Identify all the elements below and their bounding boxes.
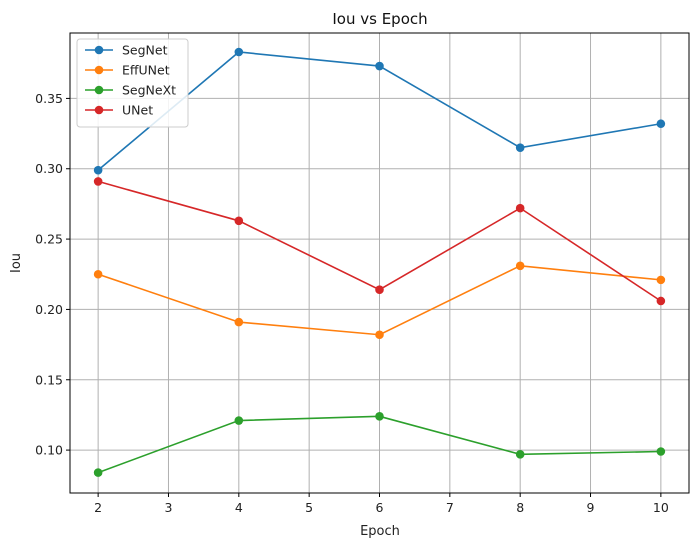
series-lines (93, 47, 666, 477)
x-axis-title: Epoch (360, 524, 400, 539)
legend-label-segnet: SegNet (122, 43, 168, 58)
y-tick-label: 0.20 (35, 302, 63, 317)
legend-label-effunet: EffUNet (122, 63, 170, 78)
data-point-unet (375, 285, 384, 295)
y-tick-label: 0.10 (35, 443, 63, 458)
legend-marker-segnext (94, 85, 104, 95)
x-tick-label: 4 (235, 500, 243, 515)
data-point-segnext (375, 412, 384, 421)
data-point-segnext (234, 416, 244, 425)
x-tick-label: 8 (516, 500, 524, 515)
legend-label-unet: UNet (122, 103, 153, 118)
legend: SegNet EffUNet SegNeXt UNet (76, 38, 189, 128)
x-tick-label: 3 (165, 500, 173, 515)
data-point-segnet (656, 119, 666, 129)
y-tick-label: 0.25 (35, 232, 63, 247)
data-point-unet (234, 216, 244, 226)
data-point-segnet (375, 61, 384, 71)
data-point-segnext (656, 447, 666, 456)
data-point-effunet (234, 317, 244, 327)
y-tick-label: 0.15 (35, 372, 63, 387)
data-point-unet (515, 203, 525, 213)
data-point-effunet (515, 261, 525, 271)
data-point-unet (656, 296, 666, 306)
data-point-segnet (234, 47, 244, 57)
legend-marker-effunet (94, 65, 104, 75)
axis-ticks: 2 3 4 5 6 7 8 9 10 0.10 0.15 0.20 0.25 0.30 0.35 (35, 91, 669, 515)
data-point-effunet (375, 330, 384, 340)
chart-title: Iou vs Epoch (332, 10, 427, 28)
x-tick-label: 2 (94, 500, 102, 515)
data-point-unet (93, 177, 103, 186)
x-tick-label: 5 (305, 500, 313, 515)
legend-label-segnext: SegNeXt (122, 83, 176, 98)
data-point-segnext (93, 468, 103, 477)
x-tick-label: 6 (376, 500, 384, 515)
data-point-segnet (93, 165, 103, 175)
data-point-segnet (515, 143, 525, 152)
legend-box (76, 38, 189, 128)
x-tick-label: 9 (587, 500, 595, 515)
legend-marker-unet (94, 105, 104, 115)
y-tick-label: 0.30 (35, 161, 63, 176)
legend-marker-segnet (94, 45, 104, 55)
data-point-effunet (656, 275, 666, 285)
y-tick-label: 0.35 (35, 91, 63, 106)
gridlines (70, 33, 689, 493)
x-tick-label: 10 (653, 500, 669, 515)
data-point-effunet (93, 269, 103, 279)
y-axis-title: Iou (9, 253, 24, 273)
data-point-segnext (515, 450, 525, 459)
x-tick-label: 7 (446, 500, 454, 515)
